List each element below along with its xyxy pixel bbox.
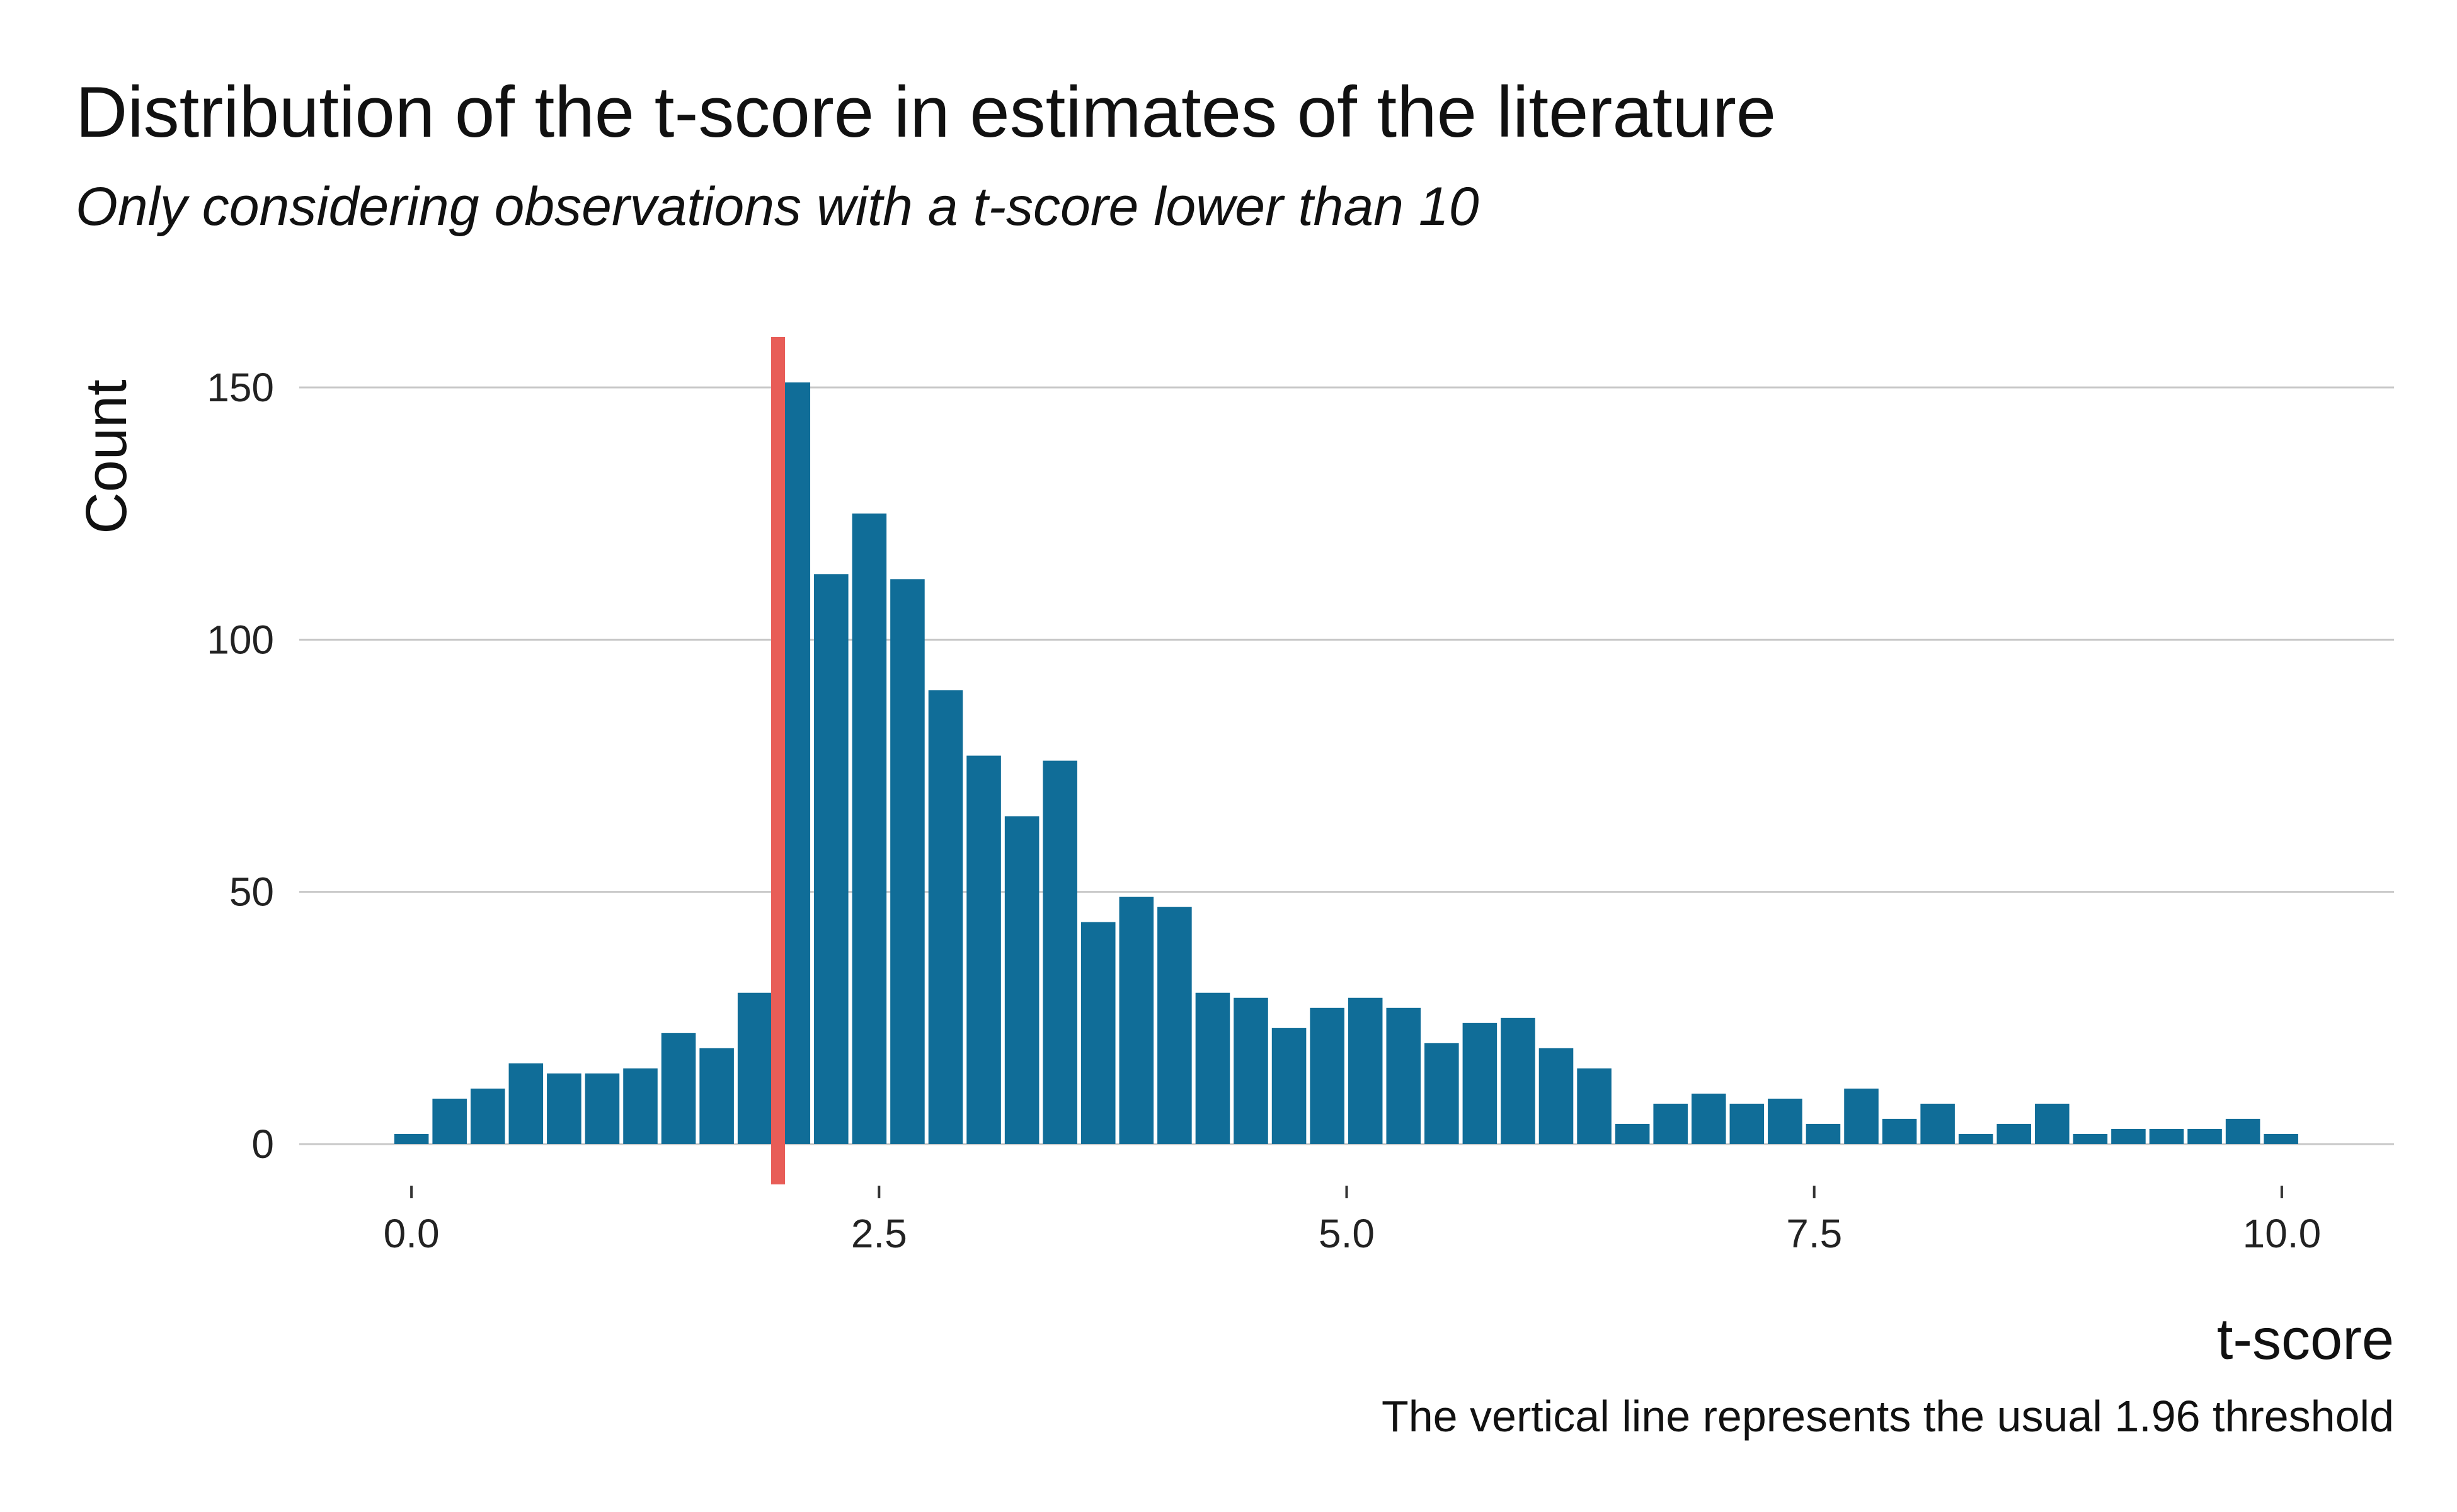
- y-axis-title: Count: [74, 379, 139, 534]
- histogram-bar: [1462, 1022, 1498, 1144]
- axis-ticks: 0 50 100 150 0.0 2.5 5.0 7.5 10.0: [207, 365, 2321, 1256]
- x-tick-label: 2.5: [851, 1211, 907, 1256]
- y-tick-label: 0: [251, 1121, 274, 1167]
- bars: [394, 382, 2298, 1144]
- histogram-bar: [1043, 760, 1077, 1144]
- histogram-bar: [1538, 1048, 1574, 1144]
- histogram-bar: [2187, 1128, 2222, 1144]
- y-tick-label: 100: [207, 617, 274, 662]
- histogram-bar: [2111, 1128, 2146, 1144]
- histogram-bar: [1004, 816, 1040, 1144]
- x-tick-label: 10.0: [2243, 1211, 2322, 1256]
- chart-subtitle: Only considering observations with a t-s…: [76, 176, 1479, 237]
- histogram-bar: [1157, 907, 1192, 1144]
- histogram-bar: [737, 992, 772, 1144]
- chart-caption: The vertical line represents the usual 1…: [1382, 1392, 2394, 1441]
- x-axis-title: t-score: [2217, 1307, 2394, 1372]
- histogram-bar: [1958, 1133, 1993, 1144]
- gridlines: [299, 386, 2394, 1145]
- histogram-bar: [699, 1048, 734, 1144]
- histogram-bar: [1577, 1068, 1612, 1144]
- histogram-bar: [394, 1133, 429, 1144]
- histogram-bar: [623, 1068, 658, 1144]
- histogram-bar: [966, 755, 1001, 1144]
- histogram-bar: [1653, 1103, 1688, 1144]
- histogram-bar: [2073, 1133, 2108, 1144]
- chart-title: Distribution of the t-score in estimates…: [76, 72, 1776, 152]
- y-tick-label: 50: [229, 869, 274, 915]
- histogram-bar: [1080, 922, 1116, 1144]
- histogram-bar: [1844, 1088, 1879, 1144]
- y-tick-label: 150: [207, 365, 274, 410]
- histogram-bar: [1501, 1017, 1535, 1144]
- x-tick-label: 7.5: [1786, 1211, 1842, 1256]
- histogram-bar: [1920, 1103, 1955, 1144]
- histogram-bar: [508, 1063, 544, 1144]
- histogram-bar: [1729, 1103, 1765, 1144]
- histogram-bar: [661, 1033, 696, 1144]
- x-tick-label: 5.0: [1319, 1211, 1375, 1256]
- histogram-bar: [1271, 1028, 1307, 1144]
- x-tick-label: 0.0: [384, 1211, 440, 1256]
- histogram-bar: [1195, 992, 1230, 1144]
- histogram-bar: [1615, 1123, 1650, 1144]
- histogram-bar: [1310, 1007, 1344, 1144]
- threshold-line-group: [771, 337, 785, 1184]
- histogram-bar: [1119, 896, 1154, 1144]
- histogram-bar: [1806, 1123, 1841, 1144]
- histogram-bar: [852, 513, 887, 1144]
- histogram-bar: [547, 1073, 581, 1144]
- histogram-bar: [890, 579, 925, 1144]
- histogram-bar: [1348, 997, 1383, 1144]
- histogram-bar: [928, 690, 963, 1144]
- histogram-bar: [1424, 1043, 1459, 1144]
- histogram-bar: [814, 574, 849, 1144]
- histogram-bar: [432, 1098, 467, 1144]
- histogram-bar: [470, 1088, 505, 1144]
- histogram-bar: [1996, 1123, 2032, 1144]
- histogram-bar: [2149, 1128, 2184, 1144]
- histogram-bar: [2035, 1103, 2070, 1144]
- histogram-bar: [2225, 1118, 2260, 1144]
- histogram-bar: [2264, 1133, 2298, 1144]
- histogram-bar: [585, 1073, 620, 1144]
- histogram-bar: [1691, 1093, 1726, 1144]
- histogram-bar: [1386, 1007, 1421, 1144]
- histogram-bar: [1768, 1098, 1802, 1144]
- histogram-bar: [1882, 1118, 1917, 1144]
- histogram-bar: [1234, 997, 1268, 1144]
- threshold-line: [771, 337, 785, 1184]
